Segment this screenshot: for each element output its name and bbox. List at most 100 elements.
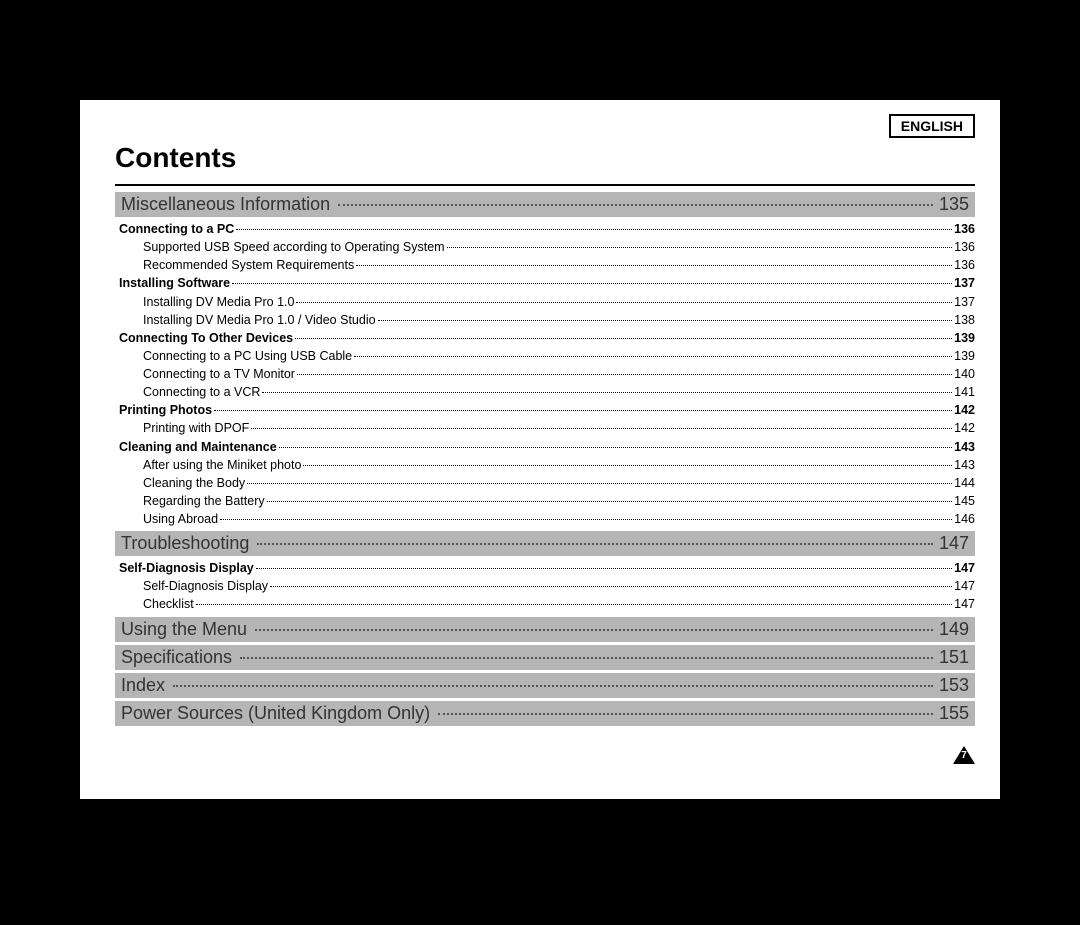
toc-leader-dots (262, 392, 952, 393)
toc-item-page: 139 (954, 329, 975, 347)
toc-item-page: 136 (954, 238, 975, 256)
toc-section-row: Power Sources (United Kingdom Only)155 (115, 701, 975, 726)
toc-item-page: 146 (954, 510, 975, 528)
toc-leader-dots (214, 410, 952, 411)
document-page: ENGLISH Contents Miscellaneous Informati… (80, 100, 1000, 799)
toc-leader-dots (378, 320, 953, 321)
toc-item-page: 147 (954, 577, 975, 595)
page-number-marker: 7 (953, 746, 975, 769)
toc-item-row: Recommended System Requirements 136 (115, 256, 975, 274)
table-of-contents: Miscellaneous Information135Connecting t… (115, 192, 975, 726)
toc-item-row: Cleaning and Maintenance 143 (115, 438, 975, 456)
toc-leader-dots (295, 338, 952, 339)
toc-item-page: 138 (954, 311, 975, 329)
toc-leader-dots (447, 247, 953, 248)
toc-item-page: 136 (954, 256, 975, 274)
page-number: 7 (953, 750, 975, 761)
toc-item-row: Self-Diagnosis Display 147 (115, 559, 975, 577)
toc-leader-dots (438, 713, 933, 715)
toc-item-label: Printing Photos (119, 401, 212, 419)
title-divider (115, 184, 975, 186)
toc-section-page: 149 (935, 619, 969, 640)
toc-item-page: 136 (954, 220, 975, 238)
toc-item-label: Connecting to a PC (119, 220, 234, 238)
toc-leader-dots (255, 629, 933, 631)
toc-item-label: Regarding the Battery (143, 492, 265, 510)
toc-item-row: Cleaning the Body 144 (115, 474, 975, 492)
toc-item-page: 137 (954, 274, 975, 292)
toc-leader-dots (232, 283, 952, 284)
toc-item-label: Connecting to a PC Using USB Cable (143, 347, 352, 365)
toc-section-label: Index (121, 675, 171, 696)
toc-leader-dots (251, 428, 952, 429)
toc-leader-dots (256, 568, 952, 569)
toc-section-row: Index153 (115, 673, 975, 698)
toc-item-label: Installing DV Media Pro 1.0 / Video Stud… (143, 311, 376, 329)
toc-leader-dots (356, 265, 952, 266)
toc-item-label: Cleaning the Body (143, 474, 245, 492)
toc-item-row: Connecting to a TV Monitor 140 (115, 365, 975, 383)
toc-section-page: 151 (935, 647, 969, 668)
toc-item-page: 137 (954, 293, 975, 311)
toc-item-row: Connecting to a PC Using USB Cable 139 (115, 347, 975, 365)
toc-item-label: Supported USB Speed according to Operati… (143, 238, 445, 256)
toc-item-page: 142 (954, 419, 975, 437)
toc-item-row: Printing Photos 142 (115, 401, 975, 419)
toc-item-label: Checklist (143, 595, 194, 613)
toc-item-label: Connecting To Other Devices (119, 329, 293, 347)
toc-item-row: Installing Software137 (115, 274, 975, 292)
toc-leader-dots (236, 229, 952, 230)
toc-leader-dots (338, 204, 933, 206)
toc-item-label: Connecting to a TV Monitor (143, 365, 295, 383)
page-title: Contents (115, 142, 975, 174)
toc-leader-dots (296, 302, 952, 303)
toc-item-row: Regarding the Battery 145 (115, 492, 975, 510)
toc-item-label: Installing DV Media Pro 1.0 (143, 293, 294, 311)
toc-section-label: Troubleshooting (121, 533, 255, 554)
toc-item-page: 139 (954, 347, 975, 365)
toc-leader-dots (297, 374, 952, 375)
toc-item-label: After using the Miniket photo (143, 456, 301, 474)
toc-item-label: Printing with DPOF (143, 419, 249, 437)
toc-item-label: Connecting to a VCR (143, 383, 260, 401)
toc-item-label: Recommended System Requirements (143, 256, 354, 274)
toc-item-label: Cleaning and Maintenance (119, 438, 277, 456)
toc-item-page: 142 (954, 401, 975, 419)
language-label: ENGLISH (889, 114, 975, 138)
toc-leader-dots (279, 447, 952, 448)
toc-leader-dots (257, 543, 933, 545)
toc-leader-dots (240, 657, 933, 659)
toc-leader-dots (196, 604, 952, 605)
toc-item-row: Checklist 147 (115, 595, 975, 613)
toc-item-row: Connecting to a PC 136 (115, 220, 975, 238)
toc-item-page: 147 (954, 595, 975, 613)
toc-section-row: Using the Menu 149 (115, 617, 975, 642)
toc-leader-dots (220, 519, 952, 520)
toc-section-row: Specifications 151 (115, 645, 975, 670)
toc-item-page: 143 (954, 438, 975, 456)
toc-leader-dots (270, 586, 952, 587)
toc-item-label: Using Abroad (143, 510, 218, 528)
toc-item-row: Installing DV Media Pro 1.0 / Video Stud… (115, 311, 975, 329)
toc-item-label: Self-Diagnosis Display (119, 559, 254, 577)
toc-section-label: Specifications (121, 647, 238, 668)
toc-item-row: Supported USB Speed according to Operati… (115, 238, 975, 256)
toc-item-row: Installing DV Media Pro 1.0 137 (115, 293, 975, 311)
toc-section-row: Troubleshooting147 (115, 531, 975, 556)
toc-leader-dots (247, 483, 952, 484)
toc-item-row: Self-Diagnosis Display 147 (115, 577, 975, 595)
toc-item-label: Self-Diagnosis Display (143, 577, 268, 595)
toc-leader-dots (173, 685, 933, 687)
toc-item-row: Connecting to a VCR 141 (115, 383, 975, 401)
toc-item-row: Using Abroad 146 (115, 510, 975, 528)
toc-item-page: 147 (954, 559, 975, 577)
toc-item-page: 140 (954, 365, 975, 383)
toc-leader-dots (303, 465, 952, 466)
toc-item-page: 145 (954, 492, 975, 510)
toc-section-label: Using the Menu (121, 619, 253, 640)
toc-item-page: 143 (954, 456, 975, 474)
toc-item-row: Printing with DPOF 142 (115, 419, 975, 437)
toc-item-page: 141 (954, 383, 975, 401)
toc-leader-dots (267, 501, 953, 502)
toc-item-page: 144 (954, 474, 975, 492)
